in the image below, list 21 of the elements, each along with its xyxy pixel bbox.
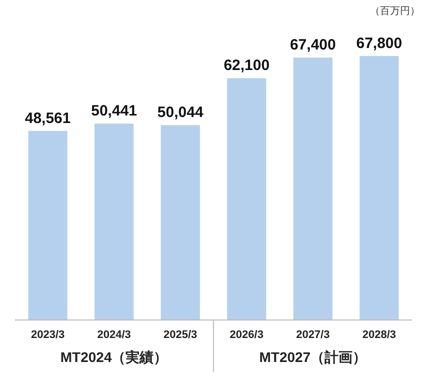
- x-tick-label: 2023/3: [30, 329, 65, 341]
- text: MT2024（実績）: [60, 349, 168, 365]
- x-tick-label: 2028/3: [362, 329, 396, 341]
- data-label: 62,100: [224, 57, 270, 74]
- data-label: 50,441: [91, 102, 138, 120]
- data-label: 67,800: [356, 35, 402, 52]
- x-tick-label: 2027/3: [296, 329, 330, 341]
- bar: [293, 58, 332, 320]
- text: MT2027（計画）: [259, 349, 367, 365]
- bar: [28, 130, 68, 320]
- x-tick-label: 2025/3: [164, 329, 198, 341]
- data-label: 50,044: [157, 104, 204, 122]
- bar: [160, 125, 200, 320]
- y-axis-title: （百万円）: [370, 6, 420, 17]
- bar: [360, 56, 399, 320]
- x-tick-label: 2024/3: [97, 329, 131, 341]
- x-tick-label: 2026/3: [230, 329, 264, 341]
- data-label: 67,400: [290, 36, 336, 54]
- bar: [227, 78, 266, 320]
- data-label: 48,561: [24, 110, 71, 127]
- bar: [94, 124, 134, 320]
